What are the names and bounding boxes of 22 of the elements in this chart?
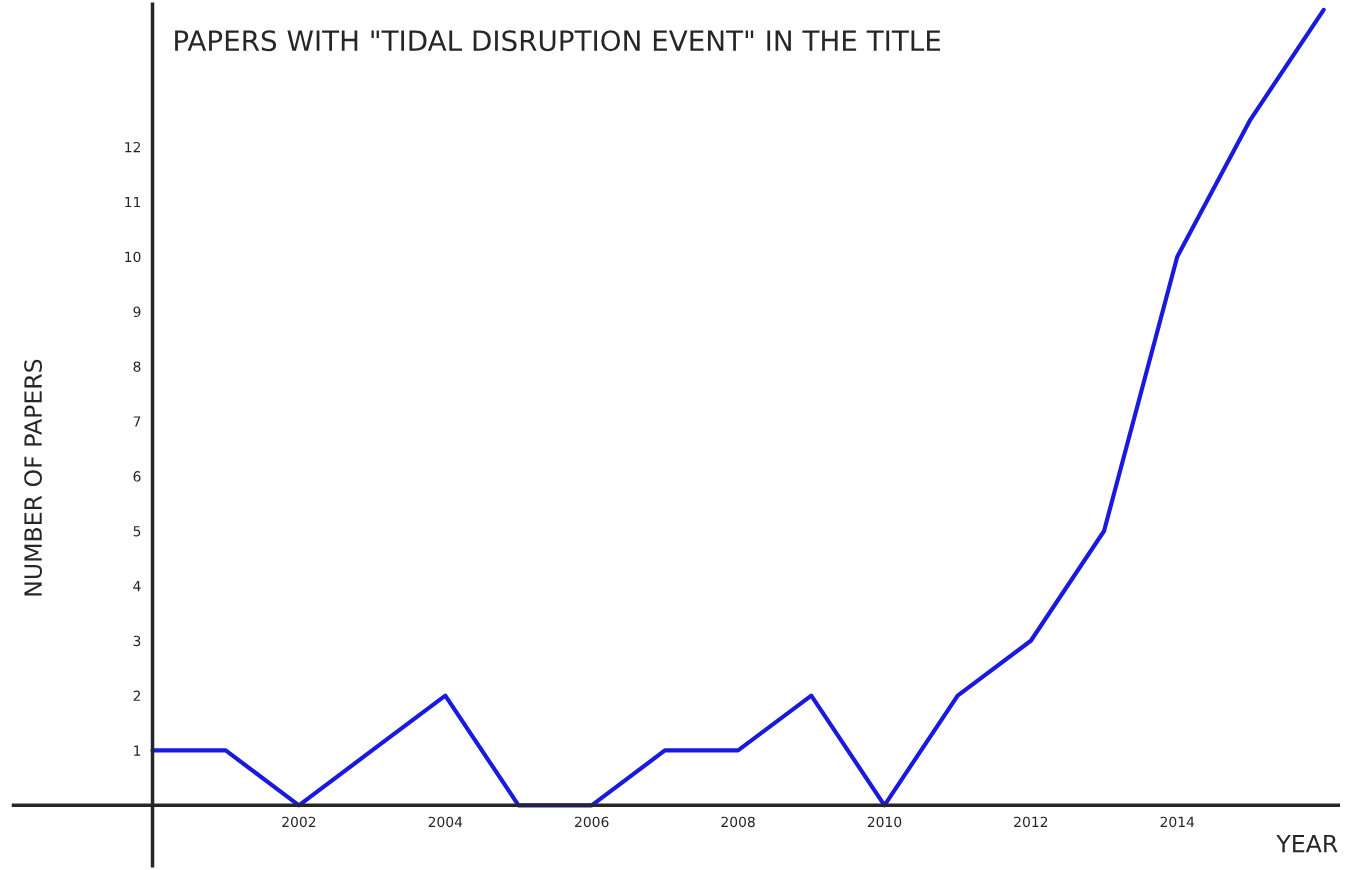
y-tick-label: 4 (133, 581, 141, 592)
y-tick-label: 6 (133, 471, 141, 482)
x-tick-label: 2012 (1014, 816, 1048, 828)
text: PAPERS WITH "TIDAL DISRUPTION EVENT" IN THE TITLE (175, 30, 941, 52)
x-tick-label: 2010 (867, 816, 902, 828)
y-tick-label: 10 (125, 251, 141, 263)
y-tick-label: 12 (125, 141, 141, 153)
x-tick-label: 2006 (575, 816, 609, 828)
x-tick-label: 2004 (428, 816, 463, 828)
x-tick-label: 2002 (282, 816, 316, 828)
y-tick-label: 1 (134, 745, 141, 756)
y-tick-label: 3 (133, 635, 141, 647)
y-tick-label: 9 (133, 306, 141, 318)
y-tick-label: 8 (133, 361, 141, 372)
x-tick-label: 2008 (721, 816, 755, 828)
y-tick-label: 7 (133, 416, 141, 427)
y-tick-label: 5 (133, 526, 141, 537)
x-tick-label: 2014 (1160, 816, 1195, 828)
y-tick-label: 11 (125, 197, 141, 208)
y-axis-title: NUMBER OF PAPERS (24, 359, 42, 596)
y-tick-label: 2 (133, 690, 141, 701)
x-axis-title: YEAR (1276, 834, 1338, 853)
